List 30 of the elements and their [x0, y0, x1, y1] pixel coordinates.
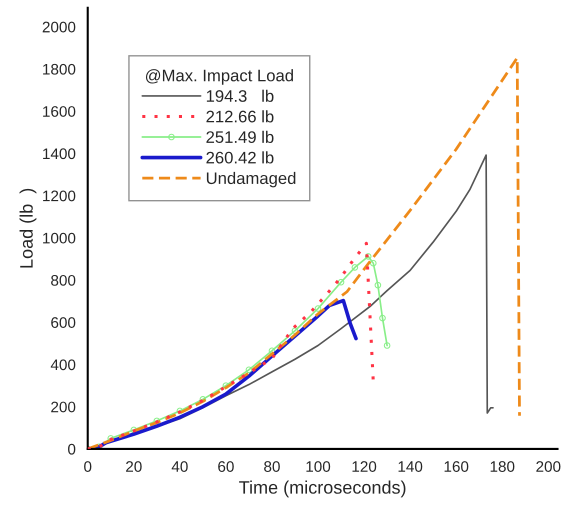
y-tick-label: 200: [51, 402, 76, 412]
x-tick-label: 180: [490, 461, 514, 472]
legend-label: Undamaged: [206, 172, 296, 188]
y-tick-label: 1600: [43, 106, 76, 117]
y-tick-label: 2000: [42, 22, 76, 32]
y-tick-label: 1400: [43, 148, 76, 160]
legend-label: 251.49 lb: [206, 130, 274, 144]
x-axis-title: Time (microseconds): [239, 480, 406, 498]
x-tick-label: 160: [444, 461, 468, 472]
legend-label: 260.42 lb: [206, 151, 274, 164]
x-tick-label: 40: [172, 461, 188, 472]
legend-label: 194.3 lb: [206, 90, 274, 102]
x-tick-label: 140: [398, 461, 422, 472]
x-tick-label: 80: [264, 461, 280, 472]
x-tick-label: 20: [126, 461, 142, 472]
x-tick-label: 100: [306, 461, 330, 472]
x-tick-label: 120: [352, 461, 376, 472]
y-tick-label: 1800: [43, 64, 76, 75]
legend-label: 212.66 lb: [206, 110, 274, 122]
y-tick-label: 1200: [43, 190, 76, 202]
legend-title: @Max. Impact Load: [146, 69, 293, 85]
x-tick-label: 60: [218, 461, 234, 472]
y-tick-label: 1000: [43, 232, 76, 244]
y-tick-label: 600: [51, 317, 76, 328]
x-tick-label: 200: [536, 461, 560, 472]
y-tick-label: 800: [51, 274, 76, 286]
x-tick-label: 0: [84, 461, 92, 472]
y-axis-title: Load (lb ): [20, 188, 36, 268]
y-tick-label: 0: [68, 444, 76, 455]
y-tick-label: 400: [50, 359, 76, 370]
